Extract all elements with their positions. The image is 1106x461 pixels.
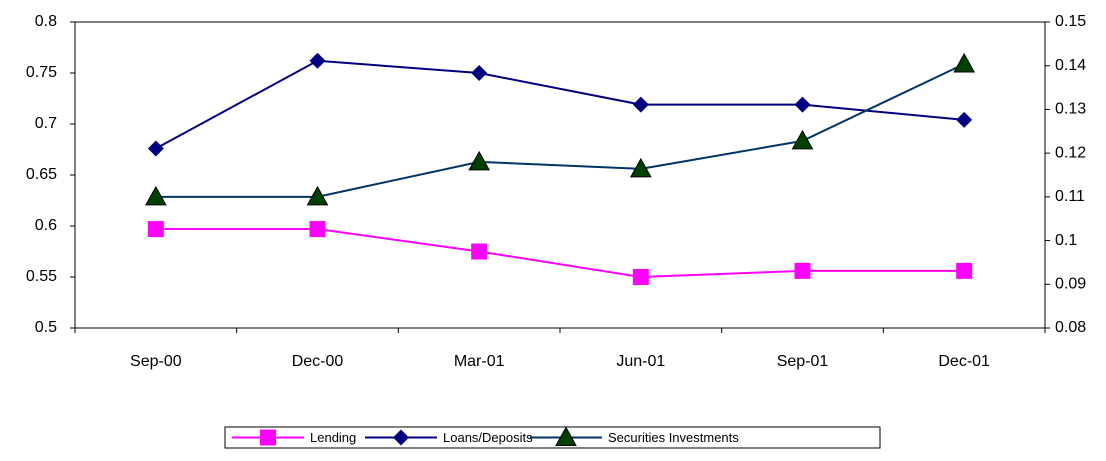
x-tick-label: Dec-01: [938, 353, 990, 370]
x-tick-label: Jun-01: [616, 353, 665, 370]
plot-area: [74, 21, 1046, 329]
y-tick-label: 0.6: [35, 217, 57, 234]
y2-tick-label: 0.14: [1055, 57, 1086, 74]
marker: [306, 185, 329, 206]
marker: [468, 150, 491, 171]
marker: [632, 269, 649, 285]
marker: [632, 96, 649, 113]
y-tick-label: 0.8: [35, 13, 57, 30]
x-tick-label: Sep-01: [777, 353, 829, 370]
marker: [555, 426, 577, 446]
legend-label: Loans/Deposits: [443, 430, 533, 445]
y2-tick-label: 0.12: [1055, 144, 1086, 161]
marker: [956, 111, 973, 128]
series-line: [155, 63, 965, 198]
series-line: [155, 59, 965, 150]
marker: [629, 157, 652, 178]
marker: [147, 221, 164, 238]
series-line: [155, 228, 965, 279]
marker: [794, 96, 811, 113]
y2-tick-label: 0.08: [1055, 319, 1086, 336]
marker: [144, 185, 167, 206]
legend-label: Securities Investments: [608, 430, 739, 445]
y2-tick-label: 0.1: [1055, 232, 1077, 249]
marker: [309, 52, 326, 69]
y-tick-label: 0.55: [26, 268, 57, 285]
y2-tick-label: 0.11: [1055, 188, 1085, 205]
x-tick-label: Mar-01: [454, 353, 505, 370]
marker: [791, 129, 814, 150]
y2-tick-label: 0.15: [1055, 13, 1086, 30]
marker: [471, 65, 488, 81]
marker: [794, 262, 811, 279]
legend: Lending Loans/Deposits Securities Investme…: [224, 426, 881, 449]
y-tick-label: 0.7: [35, 115, 57, 132]
legend-label: Lending: [310, 430, 356, 445]
marker: [309, 221, 326, 238]
x-tick-label: Dec-00: [292, 353, 344, 370]
y2-tick-label: 0.09: [1055, 276, 1086, 293]
y-tick-label: 0.75: [26, 64, 57, 81]
marker: [953, 52, 976, 73]
marker: [956, 262, 973, 279]
y2-tick-label: 0.13: [1055, 101, 1086, 118]
marker: [393, 429, 409, 446]
marker: [471, 243, 488, 260]
y-tick-label: 0.65: [26, 166, 57, 183]
x-tick-label: Sep-00: [130, 353, 182, 370]
marker: [147, 140, 164, 157]
y-tick-label: 0.5: [35, 319, 57, 336]
marker: [260, 429, 276, 446]
